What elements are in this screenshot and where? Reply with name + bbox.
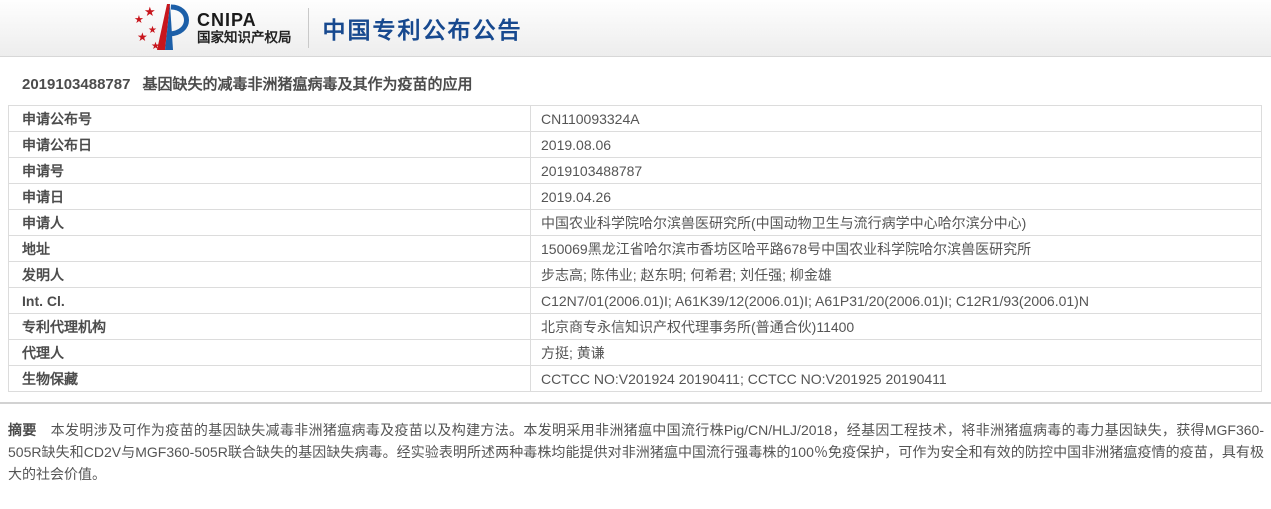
- application-number: 2019103488787: [22, 76, 131, 93]
- field-value: 2019103488787: [530, 157, 1262, 184]
- table-row: 专利代理机构 北京商专永信知识产权代理事务所(普通合伙)11400: [8, 313, 1262, 340]
- field-label: Int. Cl.: [8, 287, 531, 314]
- patent-title: 基因缺失的减毒非洲猪瘟病毒及其作为疫苗的应用: [142, 76, 473, 93]
- table-row: 地址 150069黑龙江省哈尔滨市香坊区哈平路678号中国农业科学院哈尔滨兽医研…: [8, 235, 1262, 262]
- field-value: CN110093324A: [530, 105, 1262, 132]
- patent-info-table: 申请公布号 CN110093324A 申请公布日 2019.08.06 申请号 …: [8, 105, 1262, 392]
- field-label: 申请日: [8, 183, 531, 210]
- svg-text:★: ★: [134, 14, 144, 26]
- field-label: 申请公布日: [8, 131, 531, 158]
- field-value: 150069黑龙江省哈尔滨市香坊区哈平路678号中国农业科学院哈尔滨兽医研究所: [530, 235, 1262, 262]
- table-row: 申请公布日 2019.08.06: [8, 131, 1262, 158]
- field-label: 申请号: [8, 157, 531, 184]
- field-value: 北京商专永信知识产权代理事务所(普通合伙)11400: [530, 313, 1262, 340]
- field-label: 申请人: [8, 209, 531, 236]
- table-row: 申请公布号 CN110093324A: [8, 105, 1262, 132]
- table-row: 生物保藏 CCTCC NO:V201924 20190411; CCTCC NO…: [8, 365, 1262, 392]
- abstract-paragraph: 摘要 本发明涉及可作为疫苗的基因缺失减毒非洲猪瘟病毒及疫苗以及构建方法。本发明采用…: [8, 419, 1264, 485]
- page-title: 2019103488787 基因缺失的减毒非洲猪瘟病毒及其作为疫苗的应用: [22, 73, 1271, 94]
- svg-text:★: ★: [148, 25, 157, 36]
- svg-text:★: ★: [151, 41, 160, 52]
- table-row: 申请人 中国农业科学院哈尔滨兽医研究所(中国动物卫生与流行病学中心哈尔滨分中心): [8, 209, 1262, 236]
- field-value: 2019.08.06: [530, 131, 1262, 158]
- table-row: 代理人 方挺; 黄谦: [8, 339, 1262, 366]
- field-label: 生物保藏: [8, 365, 531, 392]
- table-row: Int. Cl. C12N7/01(2006.01)I; A61K39/12(2…: [8, 287, 1262, 314]
- abstract-label: 摘要: [8, 422, 37, 438]
- cnipa-emblem-icon: ★ ★ ★ ★ ★: [134, 4, 189, 52]
- cnipa-logo: ★ ★ ★ ★ ★ CNIPA 国家知识产权局: [133, 0, 292, 56]
- abstract-text: 本发明涉及可作为疫苗的基因缺失减毒非洲猪瘟病毒及疫苗以及构建方法。本发明采用非洲…: [8, 422, 1264, 482]
- field-value: 2019.04.26: [530, 183, 1262, 210]
- field-label: 地址: [8, 235, 531, 262]
- field-label: 申请公布号: [8, 105, 531, 132]
- table-row: 发明人 步志高; 陈伟业; 赵东明; 何希君; 刘任强; 柳金雄: [8, 261, 1262, 288]
- field-label: 发明人: [8, 261, 531, 288]
- section-divider: [0, 402, 1271, 404]
- patent-info-table-body: 申请公布号 CN110093324A 申请公布日 2019.08.06 申请号 …: [8, 105, 1262, 392]
- field-value: 步志高; 陈伟业; 赵东明; 何希君; 刘任强; 柳金雄: [530, 261, 1262, 288]
- table-row: 申请日 2019.04.26: [8, 183, 1262, 210]
- svg-text:★: ★: [144, 4, 156, 19]
- cnipa-logo-text: CNIPA 国家知识产权局: [197, 11, 292, 45]
- table-row: 申请号 2019103488787: [8, 157, 1262, 184]
- logo-acronym: CNIPA: [197, 9, 257, 30]
- header-bar: ★ ★ ★ ★ ★ CNIPA 国家知识产权局 中国专利公布公告: [0, 0, 1271, 57]
- site-title: 中国专利公布公告: [322, 17, 523, 43]
- field-value: C12N7/01(2006.01)I; A61K39/12(2006.01)I;…: [530, 287, 1262, 314]
- field-label: 代理人: [8, 339, 531, 366]
- header-divider: [307, 8, 309, 48]
- field-label: 专利代理机构: [8, 313, 531, 340]
- field-value: CCTCC NO:V201924 20190411; CCTCC NO:V201…: [530, 365, 1262, 392]
- svg-text:★: ★: [137, 30, 148, 44]
- field-value: 中国农业科学院哈尔滨兽医研究所(中国动物卫生与流行病学中心哈尔滨分中心): [530, 209, 1262, 236]
- field-value: 方挺; 黄谦: [530, 339, 1262, 366]
- logo-org-name: 国家知识产权局: [197, 29, 292, 45]
